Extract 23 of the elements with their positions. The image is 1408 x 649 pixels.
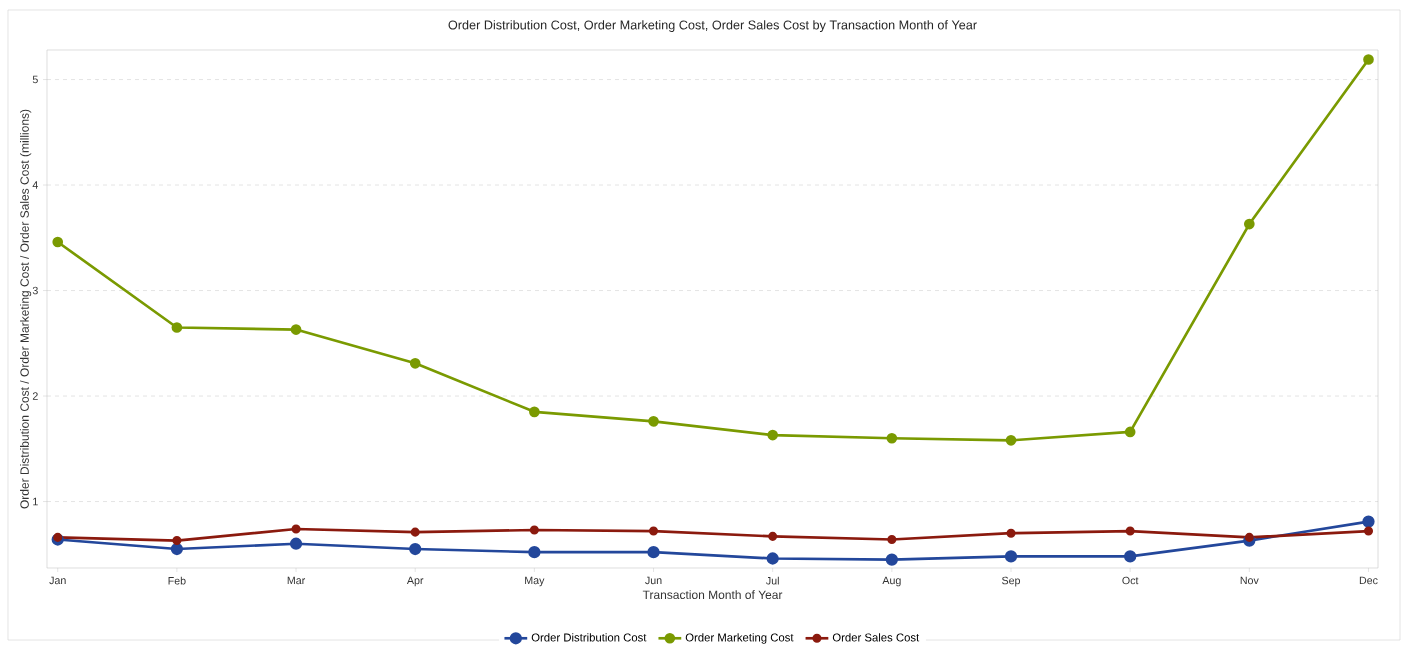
legend-label: Order Marketing Cost	[685, 633, 794, 644]
y-tick-label: 2	[32, 392, 38, 400]
x-tick-label: Jun	[645, 576, 662, 585]
x-axis-title: Transaction Month of Year	[642, 590, 783, 600]
x-tick-label: Apr	[406, 576, 424, 587]
x-tick-label: Nov	[1240, 576, 1259, 585]
x-tick-label: Feb	[168, 576, 186, 585]
y-tick-label: 4	[32, 181, 38, 189]
y-tick-label: 1	[33, 498, 38, 506]
legend-label: Order Sales Cost	[832, 633, 920, 642]
x-tick-label: Mar	[287, 576, 306, 585]
chart-title: Order Distribution Cost, Order Marketing Cost, Order Sales Cost by Transaction Month of Year	[448, 20, 977, 33]
x-tick-label: Dec	[1359, 576, 1378, 585]
x-tick-label: Sep	[1002, 576, 1021, 587]
x-tick-label: Jan	[49, 576, 66, 585]
y-tick-label: 3	[32, 286, 38, 295]
x-tick-label: Aug	[882, 576, 901, 587]
legend-label: Order Distribution Cost	[531, 633, 647, 642]
x-tick-label: Oct	[1122, 576, 1139, 585]
x-tick-label: Jul	[766, 576, 779, 585]
y-axis-title: Order Distribution Cost / Order Marketing Cost / Order Sales Cost (millions)	[20, 109, 32, 509]
y-tick-label: 5	[32, 75, 38, 84]
x-tick-label: May	[525, 576, 545, 587]
